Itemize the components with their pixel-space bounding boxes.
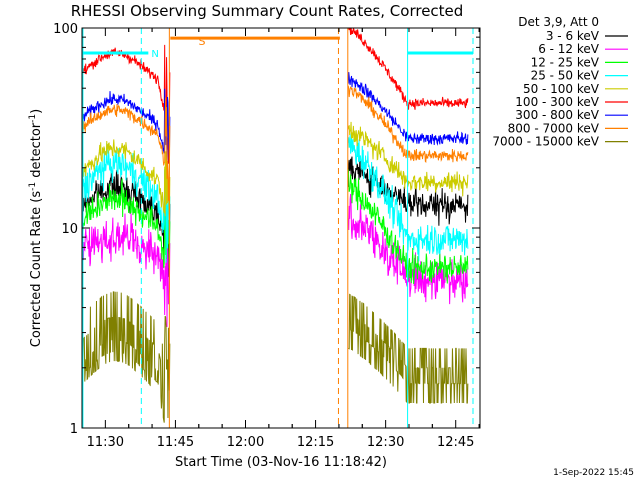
y-tick-label: 100 bbox=[53, 22, 78, 37]
flag-label: S bbox=[199, 35, 206, 48]
series-line-pre-saa bbox=[82, 97, 171, 202]
x-tick-label: 12:00 bbox=[227, 435, 264, 450]
legend-label: 800 - 7000 keV bbox=[508, 121, 600, 135]
x-tick-label: 12:30 bbox=[367, 435, 404, 450]
y-tick-label: 1 bbox=[70, 422, 78, 437]
legend-label: 25 - 50 keV bbox=[531, 69, 600, 83]
x-tick-label: 12:45 bbox=[437, 435, 474, 450]
y-tick-label: 10 bbox=[61, 222, 78, 237]
series-line-pre-saa bbox=[82, 88, 171, 164]
series-line-pre-saa bbox=[82, 143, 171, 263]
series-line-pre-saa bbox=[82, 178, 171, 269]
x-tick-label: 11:45 bbox=[157, 435, 194, 450]
legend-label: 6 - 12 keV bbox=[538, 42, 600, 56]
legend-label: 100 - 300 keV bbox=[515, 95, 599, 109]
x-tick-label: 11:30 bbox=[87, 435, 124, 450]
footer-timestamp: 1-Sep-2022 15:45 bbox=[553, 468, 634, 478]
series-layer bbox=[82, 28, 469, 423]
y-axis-label: Corrected Count Rate (s-1 detector-1) bbox=[28, 109, 44, 347]
legend-label: 3 - 6 keV bbox=[546, 29, 600, 43]
flag-bar-label: N bbox=[151, 49, 158, 60]
legend-label: 12 - 25 keV bbox=[531, 55, 600, 69]
legend-label: 7000 - 15000 keV bbox=[492, 135, 599, 149]
x-axis-label: Start Time (03-Nov-16 11:18:42) bbox=[175, 455, 387, 470]
series-line-pre-saa bbox=[82, 291, 171, 423]
legend-title: Det 3,9, Att 0 bbox=[518, 15, 599, 29]
axis-layer: 11:30 11:45 12:00 12:15 12:30 12:45 1 10 100 bbox=[53, 22, 480, 450]
series-line-pre-saa bbox=[82, 139, 171, 224]
x-tick-label: 12:15 bbox=[297, 435, 334, 450]
chart-title: RHESSI Observing Summary Count Rates, Co… bbox=[71, 2, 464, 20]
series-line-pre-saa bbox=[82, 213, 171, 327]
legend-label: 50 - 100 keV bbox=[523, 82, 600, 96]
legend-label: 300 - 800 keV bbox=[515, 108, 599, 122]
